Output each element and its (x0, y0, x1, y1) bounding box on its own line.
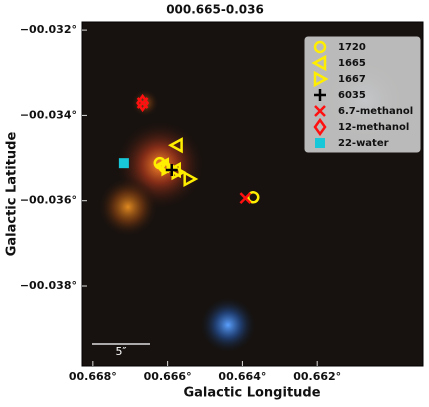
emission-blob (131, 89, 159, 117)
data-point (161, 160, 177, 177)
legend-label: 1665 (338, 58, 366, 69)
legend-label: 12-methanol (338, 122, 409, 133)
data-point (167, 137, 183, 154)
legend-marker (314, 105, 326, 117)
legend-label: 1720 (338, 42, 366, 53)
legend-label: 6035 (338, 90, 366, 101)
y-tick-label: −00.032° (20, 23, 77, 36)
legend-marker (314, 89, 326, 101)
y-tick-label: −00.036° (20, 194, 77, 207)
chart-title: 000.665-0.036 (166, 3, 264, 17)
legend-marker (313, 40, 327, 54)
legend-marker (313, 117, 327, 137)
y-tick-label: −00.034° (20, 108, 77, 121)
legend (304, 36, 421, 153)
x-tick-label: 00.664° (218, 370, 266, 383)
data-point (136, 93, 150, 113)
y-tick-label: −00.038° (20, 279, 77, 292)
x-tick-label: 00.666° (144, 370, 192, 383)
emission-blob (200, 297, 256, 353)
data-point (118, 158, 129, 169)
x-tick-label: 00.662° (293, 370, 341, 383)
legend-marker (313, 70, 329, 88)
data-point (239, 192, 252, 205)
x-tick-label: 00.668° (69, 370, 117, 383)
legend-marker (315, 138, 325, 148)
plot-frame (81, 21, 424, 367)
y-axis-label: Galactic Latitude (5, 132, 20, 257)
legend-marker (311, 54, 327, 72)
data-point (165, 163, 178, 176)
legend-label: 1667 (338, 74, 366, 85)
legend-label: 6.7-methanol (338, 106, 413, 117)
x-axis-label: Galactic Longitude (183, 386, 320, 401)
emission-blob (98, 177, 158, 237)
data-point (183, 170, 199, 188)
legend-label: 22-water (338, 138, 389, 149)
scale-bar-label: 5″ (115, 345, 126, 358)
